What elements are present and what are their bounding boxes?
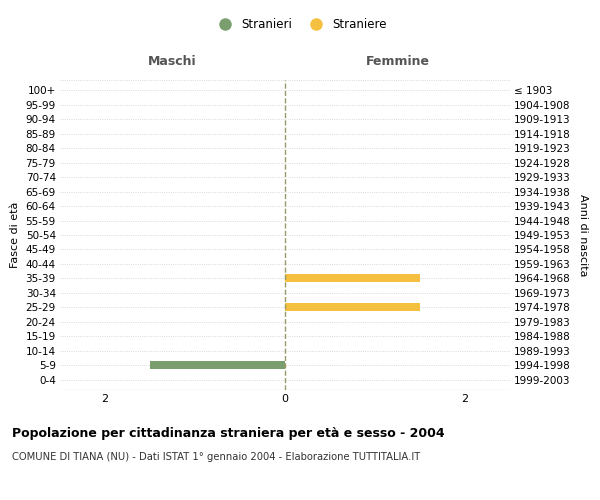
Y-axis label: Fasce di età: Fasce di età bbox=[10, 202, 20, 268]
Text: Femmine: Femmine bbox=[365, 54, 430, 68]
Bar bbox=[285, 304, 420, 312]
Bar bbox=[150, 362, 285, 370]
Text: Maschi: Maschi bbox=[148, 54, 197, 68]
Y-axis label: Anni di nascita: Anni di nascita bbox=[578, 194, 587, 276]
Legend: Stranieri, Straniere: Stranieri, Straniere bbox=[208, 14, 392, 36]
Text: COMUNE DI TIANA (NU) - Dati ISTAT 1° gennaio 2004 - Elaborazione TUTTITALIA.IT: COMUNE DI TIANA (NU) - Dati ISTAT 1° gen… bbox=[12, 452, 420, 462]
Bar bbox=[285, 274, 420, 282]
Text: Popolazione per cittadinanza straniera per età e sesso - 2004: Popolazione per cittadinanza straniera p… bbox=[12, 428, 445, 440]
